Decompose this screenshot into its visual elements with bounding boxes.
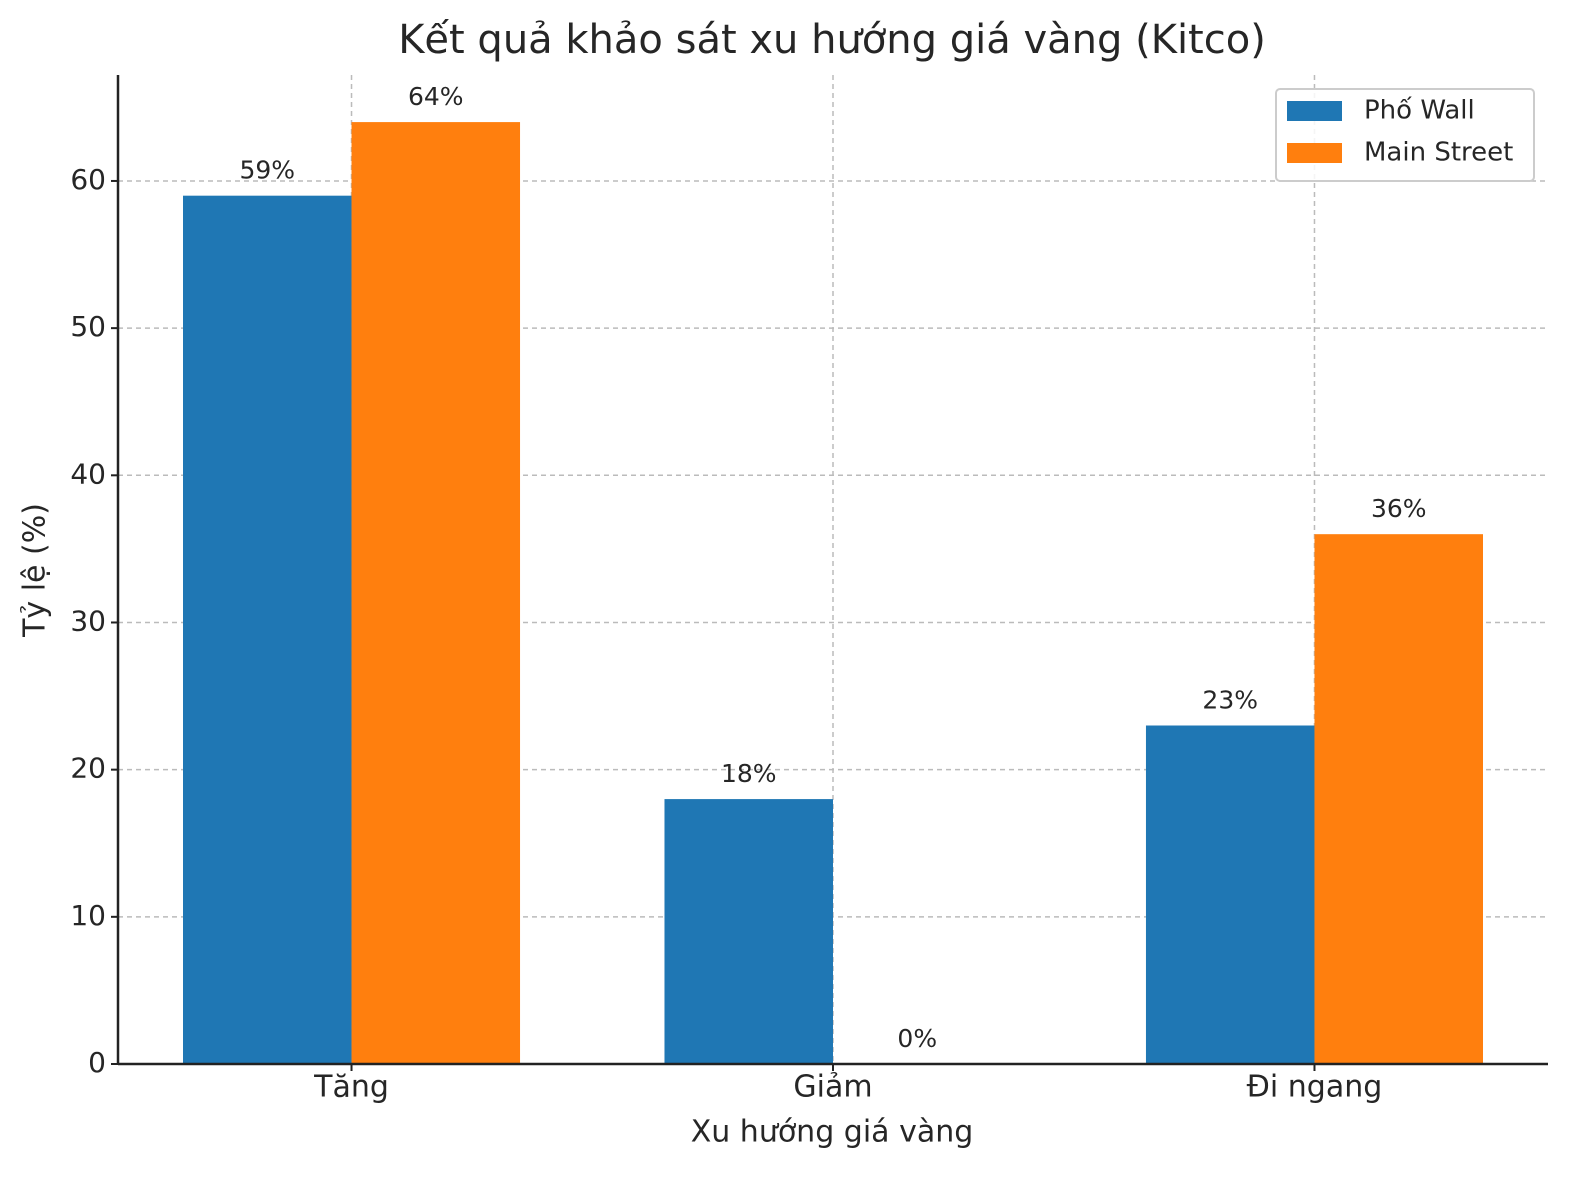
x-tick-label: Giảm	[793, 1070, 872, 1105]
legend-label: Phố Wall	[1364, 96, 1475, 126]
x-tick-label: Tăng	[313, 1070, 389, 1105]
bar	[664, 799, 833, 1064]
x-tick-label: Đi ngang	[1247, 1070, 1383, 1105]
value-label: 36%	[1371, 494, 1427, 523]
y-tick-label: 60	[70, 163, 106, 196]
legend-swatch	[1287, 143, 1342, 163]
value-label: 59%	[239, 156, 295, 185]
y-tick-label: 40	[70, 457, 106, 490]
y-tick-label: 20	[70, 752, 106, 785]
bar	[351, 122, 521, 1065]
chart-title: Kết quả khảo sát xu hướng giá vàng (Kitc…	[398, 17, 1266, 63]
y-tick-label: 30	[70, 604, 106, 637]
value-label: 0%	[897, 1024, 937, 1053]
bar	[1314, 534, 1483, 1064]
legend-label: Main Street	[1364, 138, 1513, 168]
legend-swatch	[1287, 101, 1342, 121]
y-tick-label: 50	[70, 310, 106, 343]
x-axis-label: Xu hướng giá vàng	[691, 1115, 974, 1150]
y-tick-label: 0	[88, 1046, 106, 1079]
y-tick-label: 10	[70, 899, 106, 932]
value-label: 64%	[408, 82, 464, 111]
y-axis-label: Tỷ lệ (%)	[18, 503, 53, 638]
value-label: 23%	[1202, 686, 1258, 715]
value-label: 18%	[721, 759, 777, 788]
bar	[183, 195, 352, 1065]
bar	[1145, 725, 1315, 1064]
